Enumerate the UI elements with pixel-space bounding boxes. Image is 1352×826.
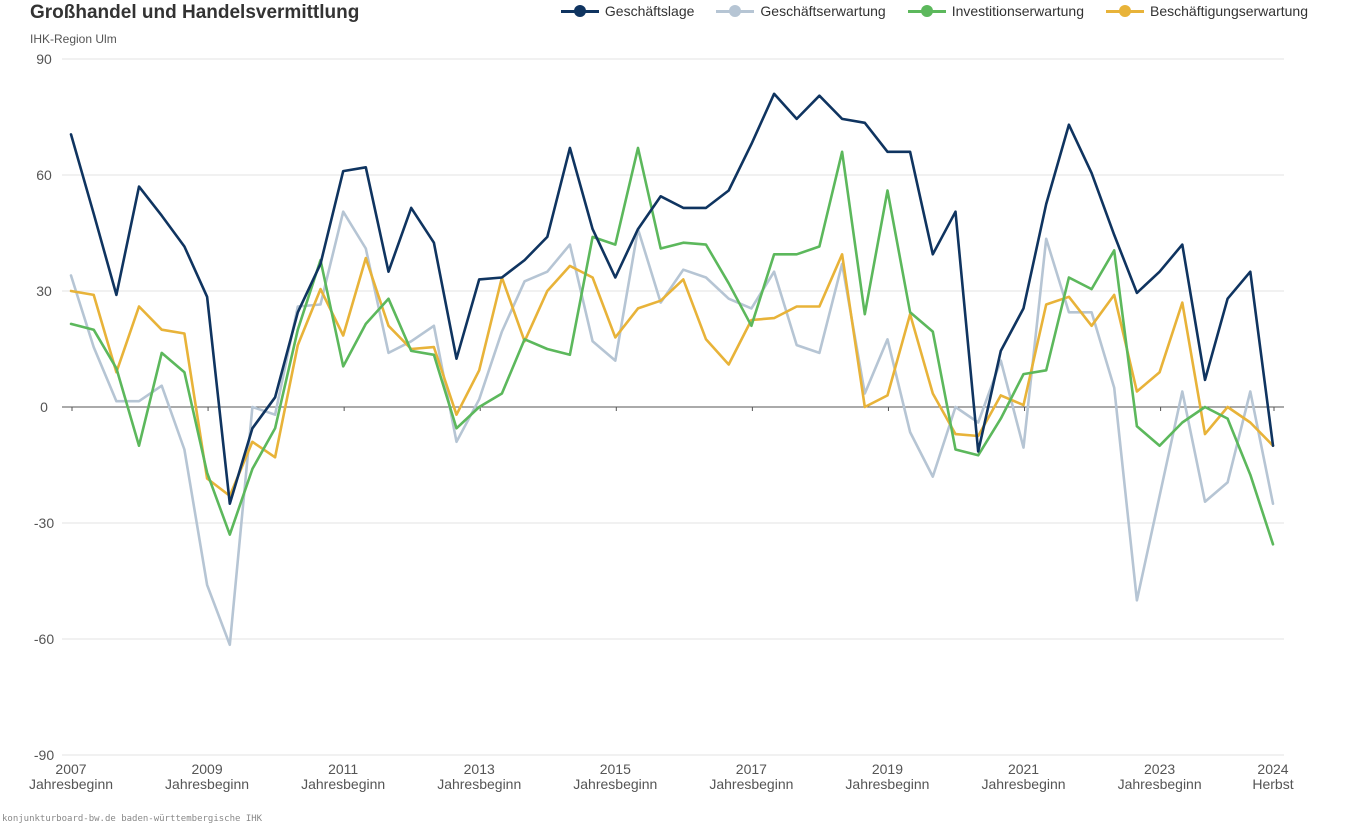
- x-tick-label: 2024: [1257, 761, 1288, 777]
- x-tick-label: 2007: [55, 761, 86, 777]
- x-tick-label: Jahresbeginn: [29, 776, 113, 792]
- x-tick-label: 2015: [600, 761, 631, 777]
- legend-item-investitionserwartung[interactable]: Investitionserwartung: [907, 3, 1084, 19]
- y-tick-label: 60: [36, 167, 52, 183]
- chart-title: Großhandel und Handelsvermittlung: [30, 2, 360, 23]
- x-tick-label: Jahresbeginn: [1118, 776, 1202, 792]
- x-tick-label: Jahresbeginn: [437, 776, 521, 792]
- legend-item-geschaeftslage[interactable]: Geschäftslage: [560, 3, 695, 19]
- legend-item-beschaeftigungserwartung[interactable]: Beschäftigungserwartung: [1106, 3, 1308, 19]
- y-tick-label: -60: [34, 631, 54, 647]
- legend-label: Geschäftserwartung: [760, 3, 886, 19]
- x-tick-label: Jahresbeginn: [573, 776, 657, 792]
- x-tick-label: 2017: [736, 761, 767, 777]
- x-tick-label: 2021: [1008, 761, 1039, 777]
- series-line-2: [69, 146, 1275, 546]
- source-footer: konjunkturboard-bw.de baden-württembergi…: [2, 814, 263, 824]
- x-tick-label: 2009: [191, 761, 222, 777]
- y-tick-label: -30: [34, 515, 54, 531]
- x-tick-label: Jahresbeginn: [165, 776, 249, 792]
- chart-subtitle: IHK-Region Ulm: [30, 32, 117, 46]
- x-tick-label: Jahresbeginn: [301, 776, 385, 792]
- x-tick-label: Jahresbeginn: [845, 776, 929, 792]
- x-tick-label: 2019: [872, 761, 903, 777]
- series-line-0: [69, 92, 1275, 506]
- series-line-3: [69, 253, 1275, 498]
- y-tick-label: -90: [34, 747, 54, 763]
- legend-swatch-icon: [716, 4, 755, 18]
- legend-label: Geschäftslage: [604, 3, 695, 19]
- x-tick-label: Jahresbeginn: [709, 776, 793, 792]
- y-tick-label: 90: [36, 51, 52, 67]
- legend-swatch-icon: [560, 4, 599, 18]
- x-tick-label: 2023: [1144, 761, 1175, 777]
- legend-swatch-icon: [907, 4, 946, 18]
- series-line-1: [69, 210, 1275, 647]
- y-tick-label: 0: [40, 399, 48, 415]
- legend-swatch-icon: [1106, 4, 1144, 18]
- x-tick-label: 2013: [464, 761, 495, 777]
- x-tick-label: Herbst: [1252, 776, 1293, 792]
- legend-item-geschaeftserwartung[interactable]: Geschäftserwartung: [716, 3, 886, 19]
- x-tick-label: Jahresbeginn: [981, 776, 1065, 792]
- y-tick-label: 30: [36, 283, 52, 299]
- legend-label: Investitionserwartung: [951, 3, 1084, 19]
- legend-label: Beschäftigungserwartung: [1150, 3, 1308, 19]
- x-tick-label: 2011: [328, 761, 358, 777]
- legend: Geschäftslage Geschäftserwartung Investi…: [560, 3, 1308, 19]
